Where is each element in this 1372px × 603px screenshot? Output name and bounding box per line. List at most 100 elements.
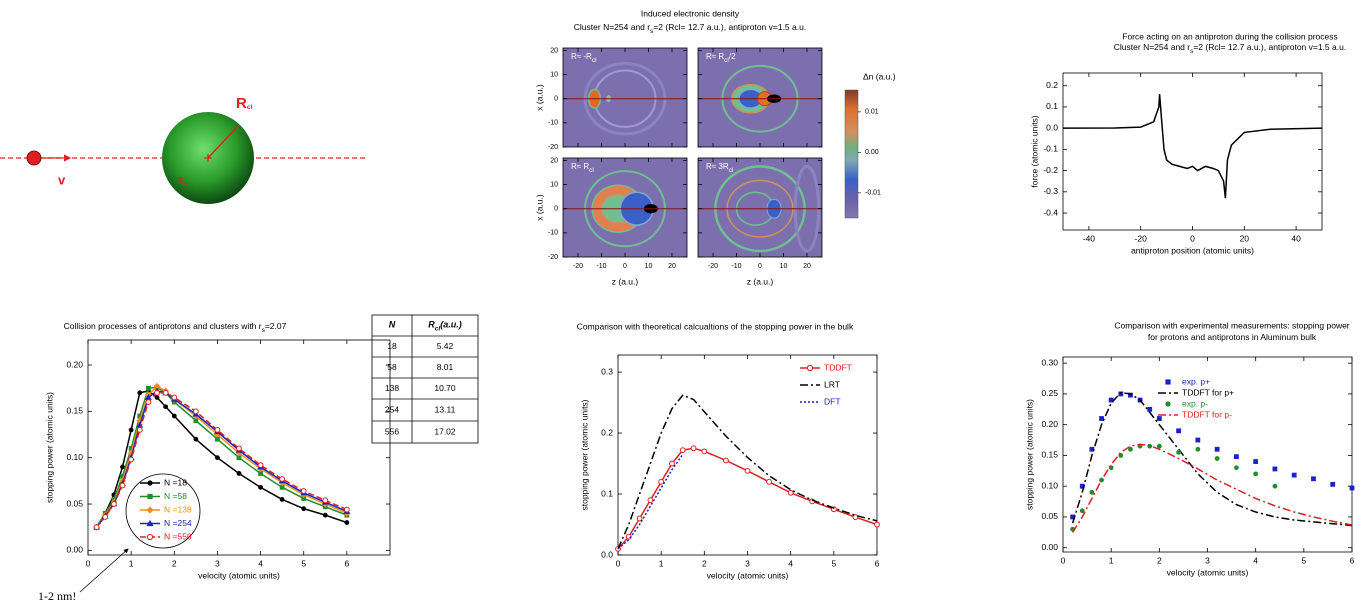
y-tick-label: 20 (550, 157, 558, 164)
x-tick-label: 0 (616, 558, 621, 568)
y-tick-label: 10 (550, 71, 558, 78)
marker (322, 497, 329, 504)
marker (1099, 416, 1104, 421)
x-tick-label: 4 (1253, 555, 1258, 565)
x-tick-label: 2 (172, 558, 177, 568)
marker (1291, 472, 1297, 478)
cluster-diagram (0, 112, 365, 204)
density-map (563, 158, 687, 257)
legend-marker (147, 480, 153, 486)
marker (128, 446, 134, 451)
y-tick-label: 20 (550, 47, 558, 54)
x-axis-label: velocity (atomic units) (1167, 567, 1249, 577)
table-cell: 13.11 (435, 404, 456, 414)
marker (343, 506, 350, 513)
marker (874, 521, 880, 528)
x-tick-label: 0 (86, 558, 91, 568)
x-tick-label: 0 (1061, 555, 1066, 565)
velocity-label: v (58, 172, 66, 187)
marker (1156, 416, 1162, 421)
marker (146, 385, 151, 391)
y-tick-label: 0.1 (601, 488, 613, 498)
marker (1311, 476, 1316, 482)
legend-marker (147, 493, 153, 500)
series-line (1071, 391, 1353, 527)
x-tick-label: 20 (803, 263, 811, 270)
marker (1128, 446, 1133, 452)
legend-label: LRT (824, 379, 840, 389)
marker (766, 478, 772, 485)
marker (215, 455, 220, 461)
marker (1176, 449, 1181, 455)
chart-subtitle: for protons and antiprotons in Aluminum … (1148, 332, 1317, 342)
panel-label-part: cl (729, 167, 734, 174)
marker (162, 389, 169, 396)
table-header: N (389, 320, 396, 330)
y-tick-label: 0.10 (66, 452, 83, 462)
marker (658, 478, 665, 485)
antiproton (26, 150, 42, 166)
x-tick-label: 0 (623, 263, 627, 270)
x-axis-label: antiproton position (atomic units) (1131, 245, 1254, 255)
y-tick-label: -0.4 (1043, 207, 1058, 217)
legend-label: DFT (824, 396, 841, 406)
chart-title: Collision processes of antiprotons and c… (64, 321, 287, 334)
marker (236, 471, 242, 476)
y-axis-label: force (atomic units) (1029, 115, 1039, 187)
legend-label: TDDFT (824, 362, 852, 372)
legend-marker (146, 519, 154, 527)
marker (192, 408, 199, 415)
chart-subtitle-part: s (650, 28, 654, 35)
chart-title: Comparison with experimental measurement… (1114, 320, 1349, 330)
chart-title-part: =2.07 (265, 321, 287, 331)
y-tick-label: 0 (554, 206, 558, 213)
y-tick-label: 0.20 (66, 359, 83, 369)
y-axis-label: x (a.u.) (534, 194, 544, 221)
plot-frame (1062, 356, 1353, 553)
y-tick-label: -20 (548, 144, 558, 151)
panel-label-part: cl (724, 57, 729, 64)
marker (258, 484, 263, 490)
series-line (96, 392, 348, 528)
y-tick-label: 0.25 (1041, 388, 1058, 398)
marker (93, 524, 100, 531)
x-tick-label: 20 (668, 263, 676, 270)
legend-label: N =556 (164, 531, 192, 541)
density-map (698, 48, 822, 147)
table-cell: 138 (385, 383, 399, 393)
marker (128, 427, 134, 433)
x-tick-label: -10 (731, 263, 741, 270)
x-tick-label: 2 (702, 558, 707, 568)
x-tick-label: 5 (301, 558, 306, 568)
marker (153, 382, 161, 390)
series-line (95, 386, 348, 528)
y-tick-label: 0.0 (601, 549, 613, 559)
legend-marker (1165, 401, 1171, 407)
colorbar (844, 89, 859, 219)
y-tick-label: -20 (548, 254, 558, 261)
x-tick-label: 3 (745, 558, 750, 568)
y-tick-label: 0.0 (1046, 122, 1058, 132)
x-tick-label: 1 (1109, 555, 1114, 565)
legend-label: N =58 (164, 491, 187, 501)
x-tick-label: 1 (129, 558, 134, 568)
marker (322, 512, 328, 518)
table-header-part: R (428, 320, 435, 330)
colorbar-tick-label: 0.01 (865, 109, 879, 116)
panel-label-part: /2 (729, 52, 736, 61)
chart-subtitle-part: s (1190, 48, 1194, 55)
marker (163, 404, 169, 410)
x-tick-label: 4 (258, 558, 263, 568)
legend-ring (125, 473, 201, 549)
plot-frame (87, 339, 391, 556)
x-tick-label: 5 (831, 558, 836, 568)
marker (258, 471, 263, 476)
legend-marker (146, 533, 154, 541)
x-tick-label: 3 (215, 558, 220, 568)
radius-label-part: cl (247, 104, 253, 111)
legend-marker (806, 364, 814, 372)
legend-marker (146, 506, 154, 514)
y-tick-label: 0.15 (1041, 450, 1058, 460)
marker (1253, 459, 1259, 464)
